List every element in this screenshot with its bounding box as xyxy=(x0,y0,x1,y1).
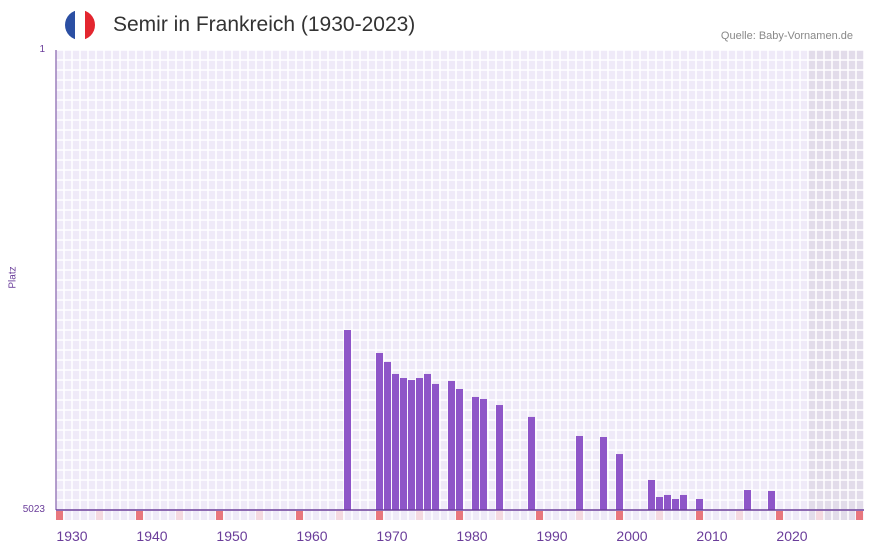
year-marker xyxy=(536,511,543,520)
bar-2016 xyxy=(744,490,751,510)
year-marker xyxy=(776,511,783,520)
source-label: Quelle: Baby-Vornamen.de xyxy=(720,30,853,42)
bar-2019 xyxy=(768,490,775,510)
year-marker xyxy=(576,511,583,520)
year-marker xyxy=(336,511,343,520)
x-tick-label: 1940 xyxy=(136,528,167,544)
x-tick-label: 1980 xyxy=(456,528,487,544)
year-marker xyxy=(136,511,143,520)
bar-1998 xyxy=(600,436,607,510)
bar-1979 xyxy=(448,380,455,510)
bar-1966 xyxy=(344,330,351,510)
year-marker xyxy=(616,511,623,520)
year-marker xyxy=(856,511,863,520)
bar-1971 xyxy=(384,361,391,510)
year-marker xyxy=(656,511,663,520)
bar-2004 xyxy=(648,479,655,510)
x-tick-label: 1930 xyxy=(56,528,87,544)
bar-2006 xyxy=(664,494,671,510)
bar-2007 xyxy=(672,499,679,510)
x-tick-label: 1950 xyxy=(216,528,247,544)
future-shading xyxy=(808,50,864,520)
bar-1983 xyxy=(480,398,487,510)
x-tick-label: 2010 xyxy=(696,528,727,544)
bar-1982 xyxy=(472,396,479,510)
bar-1974 xyxy=(408,380,415,510)
x-tick-label: 2000 xyxy=(616,528,647,544)
x-tick-label: 2020 xyxy=(776,528,807,544)
page-title: Semir in Frankreich (1930-2023) xyxy=(113,13,416,36)
bar-1970 xyxy=(376,353,383,510)
bar-1972 xyxy=(392,373,399,510)
france-flag-icon xyxy=(65,10,95,40)
year-marker xyxy=(296,511,303,520)
year-marker xyxy=(496,511,503,520)
year-marker xyxy=(736,511,743,520)
y-tick-top: 1 xyxy=(39,44,45,55)
year-marker xyxy=(456,511,463,520)
year-marker xyxy=(256,511,263,520)
year-marker xyxy=(96,511,103,520)
bar-2008 xyxy=(680,494,687,510)
y-tick-bottom: 5023 xyxy=(22,504,45,515)
year-marker xyxy=(696,511,703,520)
bar-1975 xyxy=(416,378,423,510)
year-marker xyxy=(816,511,823,520)
x-tick-label: 1990 xyxy=(536,528,567,544)
year-marker xyxy=(56,511,63,520)
year-marker xyxy=(216,511,223,520)
bar-1989 xyxy=(528,416,535,510)
bar-1976 xyxy=(424,373,431,510)
year-marker xyxy=(176,511,183,520)
bar-1995 xyxy=(576,435,583,510)
x-tick-label: 1970 xyxy=(376,528,407,544)
bar-1980 xyxy=(456,389,463,510)
bar-2010 xyxy=(696,499,703,510)
bar-1985 xyxy=(496,405,503,510)
bar-1977 xyxy=(432,383,439,510)
bar-2005 xyxy=(656,496,663,510)
bar-2000 xyxy=(616,454,623,510)
year-marker xyxy=(376,511,383,520)
x-tick-label: 1960 xyxy=(296,528,327,544)
bar-1973 xyxy=(400,378,407,510)
year-marker xyxy=(416,511,423,520)
